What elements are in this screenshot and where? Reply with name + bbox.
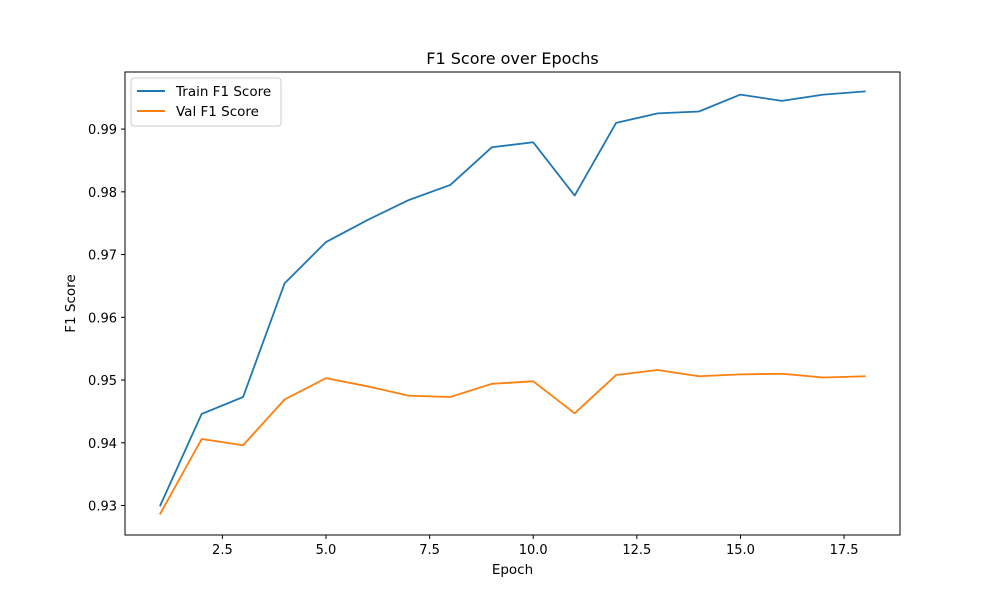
y-axis: 0.93 0.94 0.95 0.96 0.97 0.98 0.99 [88,123,125,515]
x-axis: 2.5 5.0 7.5 10.0 12.5 15.0 17.5 [212,535,859,558]
y-tick-label: 0.94 [88,437,117,452]
legend: Train F1 Score Val F1 Score [130,77,282,127]
x-axis-label: Epoch [492,562,533,578]
y-tick-label: 0.99 [88,123,117,138]
y-tick-label: 0.96 [88,311,117,326]
chart-title: F1 Score over Epochs [426,49,598,68]
y-tick-label: 0.97 [88,249,117,264]
plot-area [125,72,900,535]
y-tick-label: 0.98 [88,186,117,201]
x-tick-label: 7.5 [419,543,440,558]
y-axis-label: F1 Score [63,274,79,332]
y-tick-label: 0.93 [88,500,117,515]
x-tick-label: 12.5 [622,543,651,558]
train-f1-line [159,90,866,507]
val-f1-line [159,369,866,515]
plot-frame [124,71,901,536]
x-tick-label: 10.0 [519,543,548,558]
legend-label-train: Train F1 Score [175,84,271,100]
x-tick-label: 17.5 [830,543,859,558]
legend-label-val: Val F1 Score [176,104,259,120]
series-lines [159,90,866,515]
x-tick-label: 5.0 [316,543,337,558]
legend-box [130,77,282,127]
y-tick-label: 0.95 [88,374,117,389]
x-tick-label: 15.0 [726,543,755,558]
x-tick-label: 2.5 [212,543,233,558]
